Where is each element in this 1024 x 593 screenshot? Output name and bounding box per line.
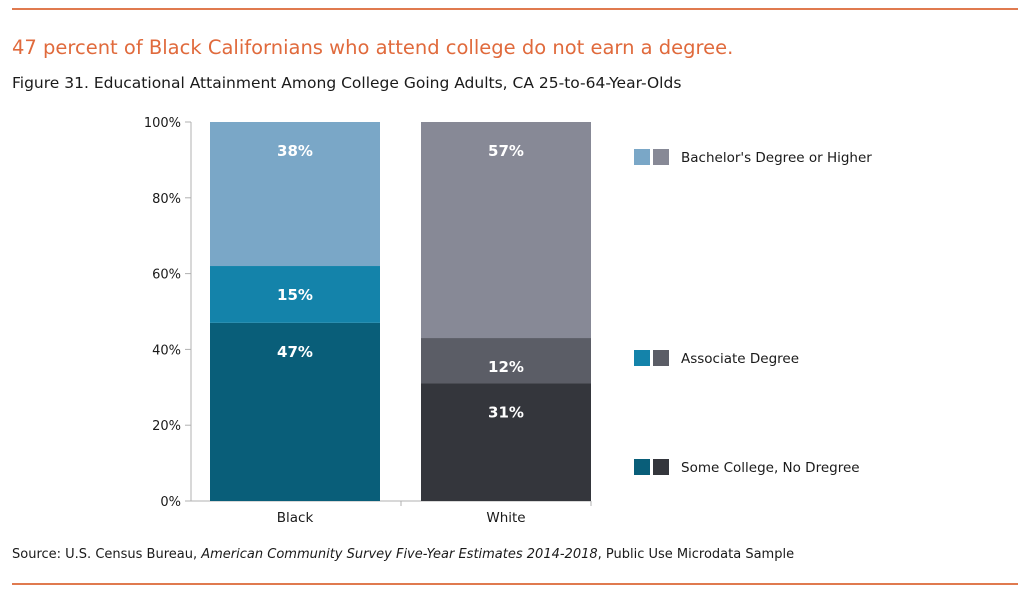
data-label: 15%	[277, 286, 313, 304]
y-tick-label: 100%	[144, 116, 181, 131]
source-prefix: Source: U.S. Census Bureau,	[12, 547, 202, 562]
legend-swatch	[634, 459, 650, 475]
y-tick-label: 20%	[152, 419, 181, 434]
headline: 47 percent of Black Californians who att…	[12, 36, 734, 59]
bar-segment	[210, 266, 380, 323]
y-tick-label: 60%	[152, 268, 181, 283]
bar-segment	[210, 322, 380, 501]
x-category-label: White	[486, 510, 525, 526]
data-label: 31%	[488, 404, 524, 422]
y-tick-label: 80%	[152, 192, 181, 207]
bar-segment	[421, 338, 591, 384]
y-tick-label: 40%	[152, 343, 181, 358]
x-category-label: Black	[277, 510, 314, 526]
bar-segment	[210, 122, 380, 267]
legend-label: Some College, No Dregree	[681, 460, 860, 476]
legend-swatch	[653, 459, 669, 475]
y-tick-label: 0%	[160, 495, 181, 510]
legend-swatch	[653, 149, 669, 165]
data-label: 38%	[277, 142, 313, 160]
legend-label: Bachelor's Degree or Higher	[681, 150, 872, 166]
figure-title: Figure 31. Educational Attainment Among …	[12, 74, 682, 92]
top-rule	[12, 8, 1018, 10]
legend-swatch	[653, 350, 669, 366]
bar-segment	[421, 383, 591, 501]
data-label: 12%	[488, 358, 524, 376]
source-note: Source: U.S. Census Bureau, American Com…	[12, 547, 794, 562]
legend-swatch	[634, 149, 650, 165]
legend-label: Associate Degree	[681, 351, 799, 367]
bar-segment	[421, 122, 591, 339]
source-italic: American Community Survey Five-Year Esti…	[201, 547, 598, 562]
data-label: 47%	[277, 343, 313, 361]
data-label: 57%	[488, 142, 524, 160]
source-suffix: , Public Use Microdata Sample	[597, 547, 795, 562]
bottom-rule	[12, 583, 1018, 585]
legend-swatch	[634, 350, 650, 366]
